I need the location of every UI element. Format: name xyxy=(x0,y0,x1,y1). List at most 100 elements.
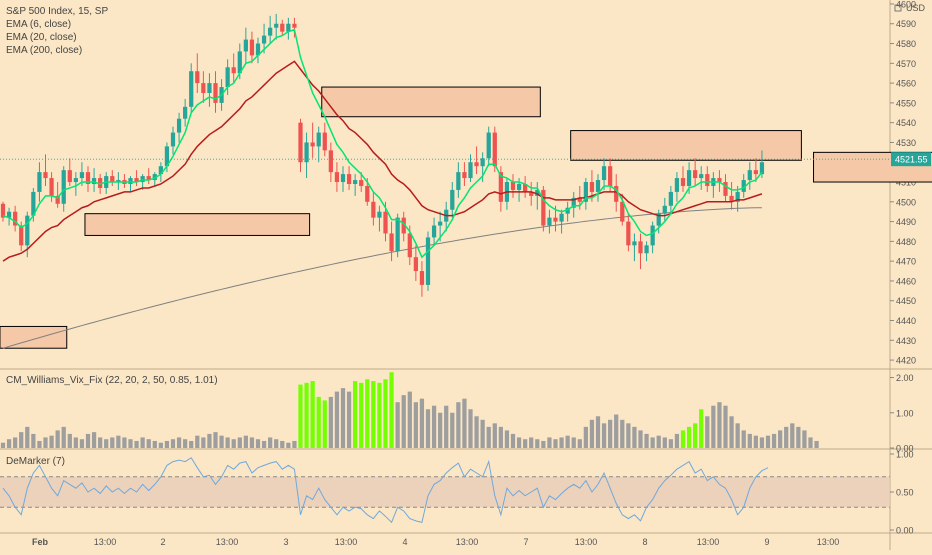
vix-bar xyxy=(474,416,479,448)
candle-body xyxy=(98,178,103,188)
candle-body xyxy=(158,166,163,175)
vix-bar xyxy=(735,423,740,448)
vix-bar xyxy=(431,405,437,448)
price-tick-label: 4430 xyxy=(896,336,916,346)
vix-bar xyxy=(589,419,595,448)
vix-bar xyxy=(668,439,673,448)
legend-ema200[interactable]: EMA (200, close) xyxy=(6,45,83,56)
candle-body xyxy=(31,191,36,216)
candle-body xyxy=(255,43,261,56)
candle-body xyxy=(529,191,534,196)
candle-body xyxy=(474,162,479,167)
vix-bar xyxy=(243,435,248,448)
vix-bar xyxy=(723,405,728,448)
candle-body xyxy=(316,132,321,147)
candle-body xyxy=(383,211,388,234)
candle-body xyxy=(438,221,443,226)
candle-body xyxy=(395,217,400,252)
vix-bar xyxy=(492,423,497,448)
price-tick-label: 4530 xyxy=(896,138,916,148)
vix-bar xyxy=(577,439,582,448)
vix-bar xyxy=(195,435,200,448)
candle-body xyxy=(134,178,139,183)
vix-bar xyxy=(741,430,746,448)
candle-body xyxy=(413,257,418,272)
legend-ema6[interactable]: EMA (6, close) xyxy=(6,19,72,30)
candle-body xyxy=(705,174,710,186)
vix-bar xyxy=(395,402,400,448)
vix-bar xyxy=(201,437,206,448)
candle-body xyxy=(292,23,297,28)
candle-body xyxy=(516,184,522,190)
demarker-tick-label: 0.00 xyxy=(896,526,914,536)
symbol-title[interactable]: S&P 500 Index, 15, SP xyxy=(6,6,109,17)
candle-body xyxy=(73,178,78,183)
candle-body xyxy=(128,178,133,184)
candle-body xyxy=(6,211,12,218)
candle-body xyxy=(759,162,765,175)
vix-bar xyxy=(286,442,291,448)
vix-bar xyxy=(49,435,54,448)
vix-bar xyxy=(456,402,461,448)
vix-bar xyxy=(231,439,236,448)
candle-body xyxy=(644,245,649,254)
vix-bar xyxy=(504,430,510,448)
vix-bar xyxy=(207,433,212,448)
vix-bar xyxy=(553,439,558,448)
vix-bar xyxy=(693,423,698,448)
vix-bar xyxy=(6,439,12,448)
vix-bar xyxy=(359,382,364,448)
vix-bar xyxy=(31,433,36,448)
vix-bar xyxy=(565,435,570,448)
ema20-line xyxy=(2,60,763,262)
candle-body xyxy=(486,132,491,159)
candle-body xyxy=(614,185,619,202)
vix-bar xyxy=(67,433,72,448)
candle-body xyxy=(237,51,242,74)
candle-body xyxy=(346,174,352,184)
vix-bar xyxy=(729,416,734,448)
candle-body xyxy=(377,211,382,218)
candle-body xyxy=(310,142,315,147)
vix-bar xyxy=(176,437,182,448)
demarker-indicator-label[interactable]: DeMarker (7) xyxy=(6,456,65,467)
vix-bar xyxy=(717,402,722,448)
candle-body xyxy=(601,166,607,181)
vix-bar xyxy=(346,391,352,448)
vix-bar xyxy=(128,439,133,448)
vix-bar xyxy=(261,440,267,448)
support-resistance-zone xyxy=(84,213,311,236)
candle-body xyxy=(693,170,698,179)
legend-ema20[interactable]: EMA (20, close) xyxy=(6,32,77,43)
candle-body xyxy=(717,178,722,183)
candle-body xyxy=(170,132,176,147)
candle-body xyxy=(213,83,218,103)
vix-bar xyxy=(765,435,771,448)
candle-body xyxy=(304,142,309,163)
price-tick-label: 4490 xyxy=(896,217,916,227)
price-tick-label: 4500 xyxy=(896,197,916,207)
vix-tick-label: 1.00 xyxy=(896,408,914,418)
candle-body xyxy=(553,217,558,222)
vix-bar xyxy=(274,439,279,448)
candle-body xyxy=(13,211,18,226)
candle-body xyxy=(19,225,24,246)
candle-body xyxy=(110,176,115,183)
vix-bar xyxy=(140,437,145,448)
last-price-badge xyxy=(891,152,931,167)
vix-bar xyxy=(802,430,807,448)
candle-body xyxy=(189,71,194,107)
candle-body xyxy=(559,213,564,222)
candle-body xyxy=(359,180,364,186)
demarker-legend: DeMarker (7) xyxy=(6,455,65,468)
vix-bar xyxy=(425,409,431,448)
candle-body xyxy=(183,106,188,119)
vix-bar xyxy=(413,402,418,448)
vix-indicator-label[interactable]: CM_Williams_Vix_Fix (22, 20, 2, 50, 0.85… xyxy=(6,375,218,386)
candle-body xyxy=(419,271,425,285)
vix-bar xyxy=(146,439,151,448)
support-resistance-zone xyxy=(321,86,541,118)
vix-bar xyxy=(620,419,625,448)
